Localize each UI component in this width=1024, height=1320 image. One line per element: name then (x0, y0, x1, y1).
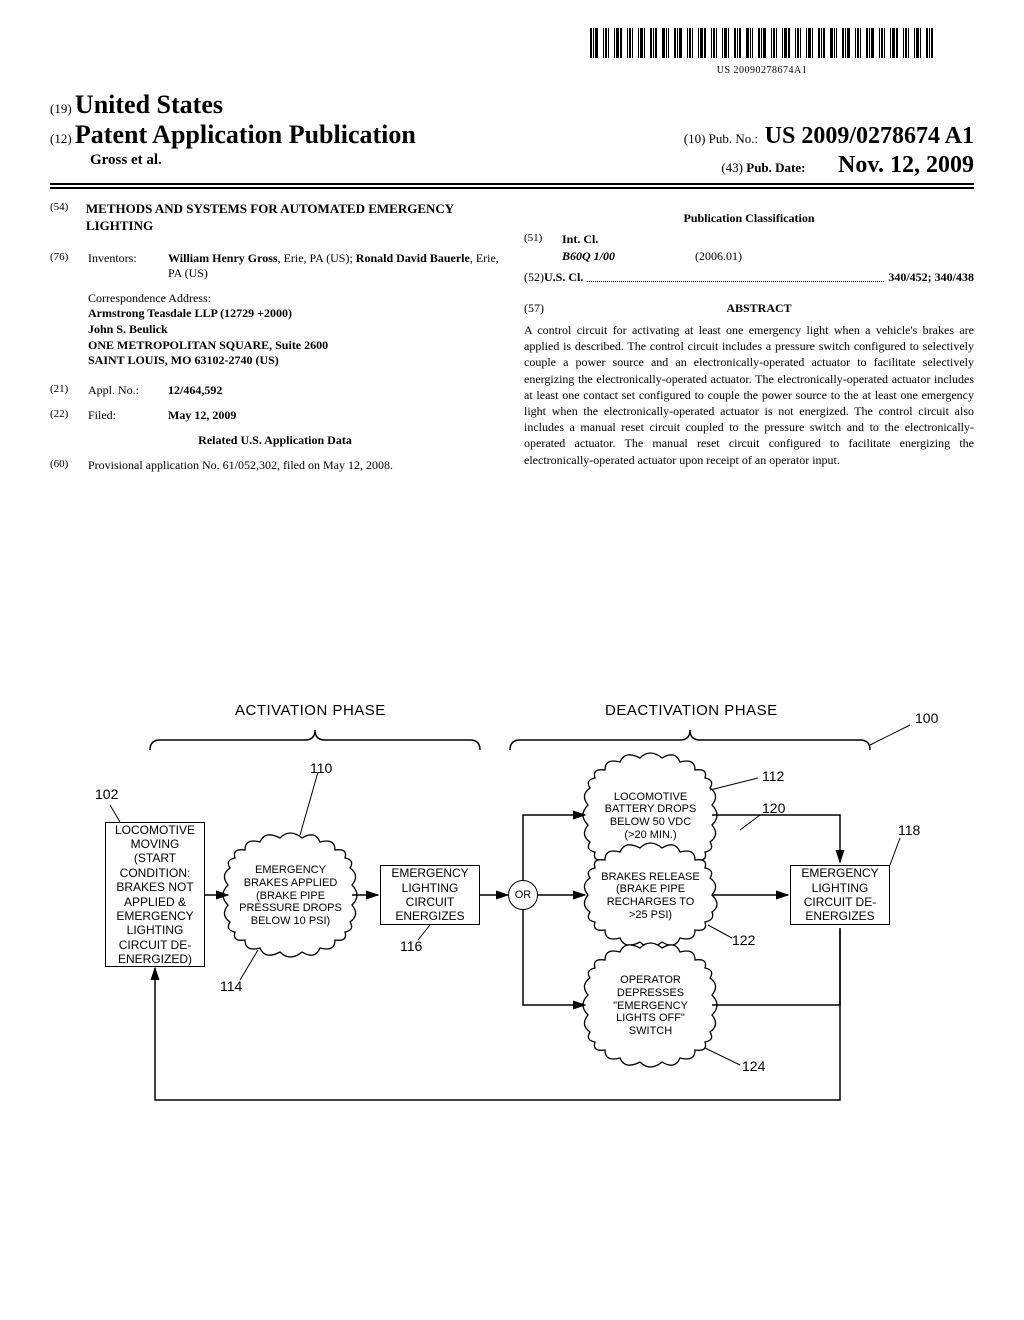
int-cl-row: B60Q 1/00 (2006.01) (562, 249, 974, 264)
header-authors: Gross et al. (50, 152, 162, 179)
ref-100: 100 (915, 710, 938, 726)
ref-122: 122 (732, 932, 755, 948)
correspondence-address: Correspondence Address: Armstrong Teasda… (88, 291, 500, 369)
right-column: Publication Classification (51) Int. Cl.… (524, 201, 974, 483)
ref-118: 118 (898, 822, 920, 838)
provisional-info: Provisional application No. 61/052,302, … (88, 458, 500, 473)
flow-box-118: EMERGENCY LIGHTING CIRCUIT DE-ENERGIZES (790, 865, 890, 925)
related-data-header: Related U.S. Application Data (50, 433, 500, 448)
header-country-line: (19) United States (50, 90, 974, 120)
abstract-header: ABSTRACT (726, 301, 791, 315)
header-pub-no: (10) Pub. No.: US 2009/0278674 A1 (684, 123, 974, 150)
ref-102: 102 (95, 786, 118, 802)
ref-116: 116 (400, 938, 422, 954)
abstract-text: A control circuit for activating at leas… (524, 322, 974, 468)
phase-label-deactivation: DEACTIVATION PHASE (605, 702, 778, 719)
or-node: OR (508, 880, 538, 910)
flow-box-102: LOCOMOTIVE MOVING (START CONDITION: BRAK… (105, 822, 205, 967)
phase-label-activation: ACTIVATION PHASE (235, 702, 386, 719)
barcode-block: US 20090278674A1 (590, 28, 934, 76)
cloud-114: EMERGENCY BRAKES APPLIED (BRAKE PIPE PRE… (238, 842, 343, 950)
appl-no: 12/464,592 (168, 383, 222, 397)
classification-header: Publication Classification (524, 211, 974, 226)
flow-box-116: EMERGENCY LIGHTING CIRCUIT ENERGIZES (380, 865, 480, 925)
barcode (590, 28, 934, 58)
header-pub-date: (43) Pub. Date: Nov. 12, 2009 (721, 152, 974, 179)
ref-112: 112 (762, 768, 784, 784)
filed-date: May 12, 2009 (168, 408, 236, 422)
cloud-122: BRAKES RELEASE (BRAKE PIPE RECHARGES TO … (598, 852, 703, 940)
ref-120: 120 (762, 800, 785, 816)
inventors: William Henry Gross, Erie, PA (US); Rona… (168, 251, 500, 281)
cloud-124: OPERATOR DEPRESSES "EMERGENCY LIGHTS OFF… (598, 952, 703, 1060)
left-column: (54) METHODS AND SYSTEMS FOR AUTOMATED E… (50, 201, 500, 483)
ref-110: 110 (310, 760, 332, 776)
ref-114: 114 (220, 978, 242, 994)
header-doc-type: (12) Patent Application Publication (50, 120, 416, 150)
barcode-text: US 20090278674A1 (590, 65, 934, 76)
us-cl-row: (52) U.S. Cl. 340/452; 340/438 (524, 270, 974, 285)
invention-title: METHODS AND SYSTEMS FOR AUTOMATED EMERGE… (86, 201, 500, 235)
ref-124: 124 (742, 1058, 765, 1074)
flowchart-diagram: ACTIVATION PHASE DEACTIVATION PHASE 100 … (40, 700, 980, 1260)
